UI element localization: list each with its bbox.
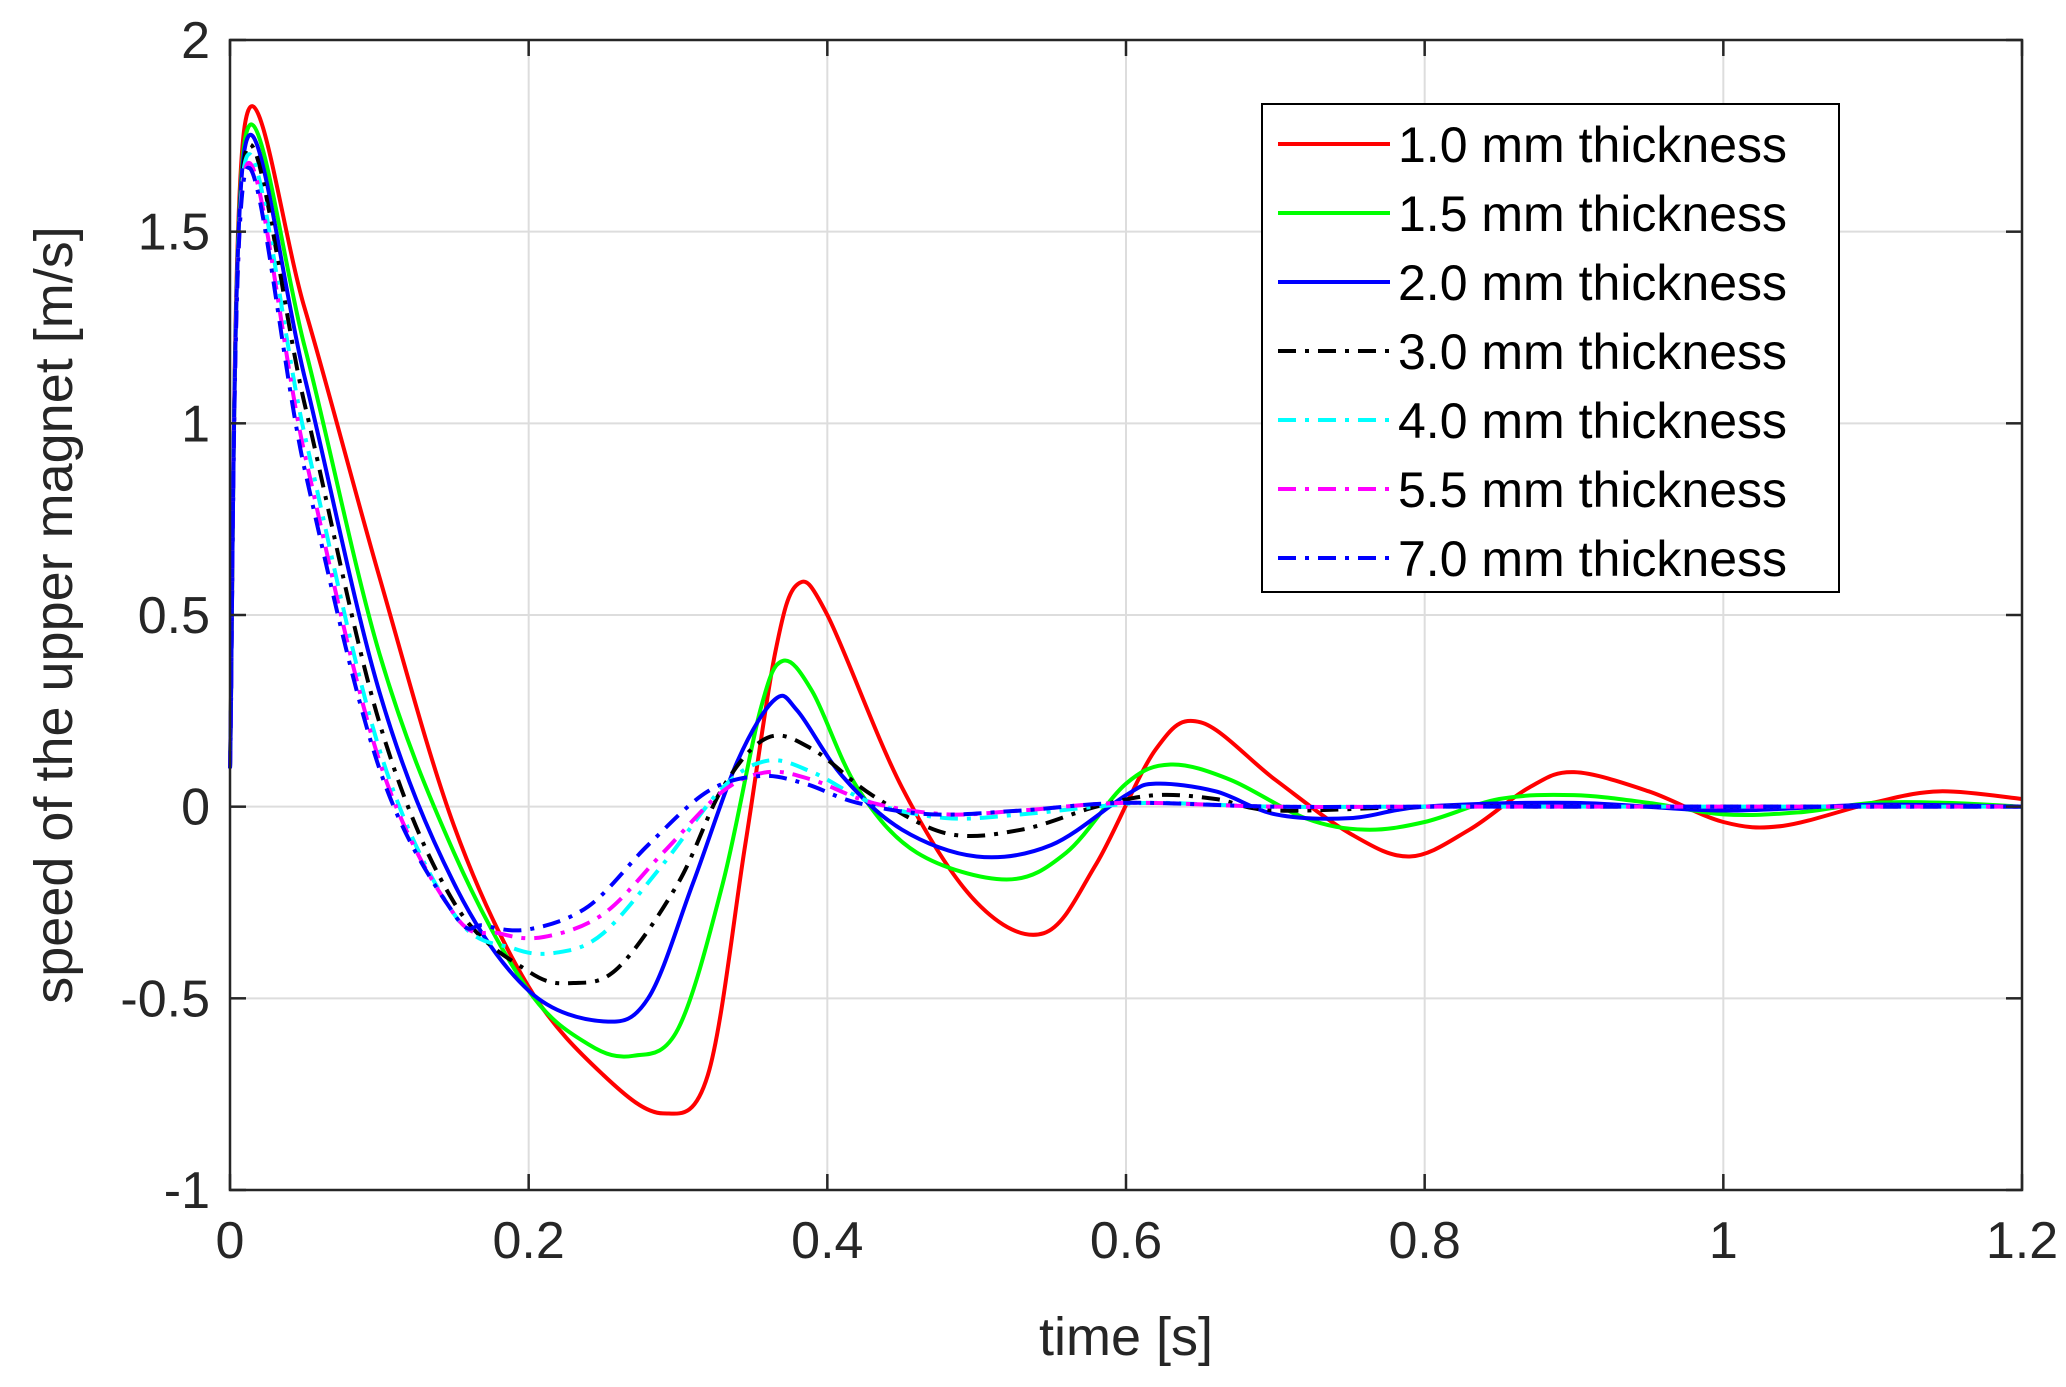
legend-label: 2.0 mm thickness xyxy=(1398,255,1787,311)
x-axis-title: time [s] xyxy=(1039,1307,1213,1367)
x-tick-label: 1 xyxy=(1709,1212,1738,1270)
y-tick-label: -0.5 xyxy=(120,970,210,1028)
x-tick-label: 0 xyxy=(216,1212,245,1270)
legend-label: 4.0 mm thickness xyxy=(1398,393,1787,449)
legend-label: 3.0 mm thickness xyxy=(1398,324,1787,380)
legend-label: 7.0 mm thickness xyxy=(1398,531,1787,587)
y-tick-label: 0.5 xyxy=(138,587,210,645)
y-tick-label: -1 xyxy=(164,1162,210,1220)
legend-label: 1.0 mm thickness xyxy=(1398,117,1787,173)
legend-label: 5.5 mm thickness xyxy=(1398,462,1787,518)
legend: 1.0 mm thickness 1.5 mm thickness 2.0 mm t… xyxy=(1261,103,1840,593)
series-line-4-0-mm-thickness xyxy=(228,152,2022,956)
legend-label: 1.5 mm thickness xyxy=(1398,186,1787,242)
x-tick-label: 0.4 xyxy=(791,1212,863,1270)
y-tick-label: 1.5 xyxy=(138,204,210,262)
series-lines xyxy=(228,104,2023,1116)
y-tick-label: 1 xyxy=(181,395,210,453)
x-tick-label: 0.6 xyxy=(1090,1212,1162,1270)
x-tick-labels: 0 0.2 0.4 0.6 0.8 1 1.2 xyxy=(216,1212,2059,1270)
series-line-7-0-mm-thickness xyxy=(228,165,2022,933)
y-axis-title: speed of the upper magnet [m/s] xyxy=(24,226,84,1003)
y-tick-labels: -1 -0.5 0 0.5 1 1.5 2 xyxy=(120,12,210,1220)
x-tick-label: 0.2 xyxy=(493,1212,565,1270)
y-tick-label: 0 xyxy=(181,779,210,837)
x-tick-label: 0.8 xyxy=(1389,1212,1461,1270)
series-line-1-5-mm-thickness xyxy=(228,122,2023,1059)
x-tick-label: 1.2 xyxy=(1986,1212,2058,1270)
legend-box xyxy=(1261,103,1840,593)
series-line-1-0-mm-thickness xyxy=(228,104,2023,1116)
tick-marks xyxy=(228,38,2024,1192)
y-tick-label: 2 xyxy=(181,12,210,70)
